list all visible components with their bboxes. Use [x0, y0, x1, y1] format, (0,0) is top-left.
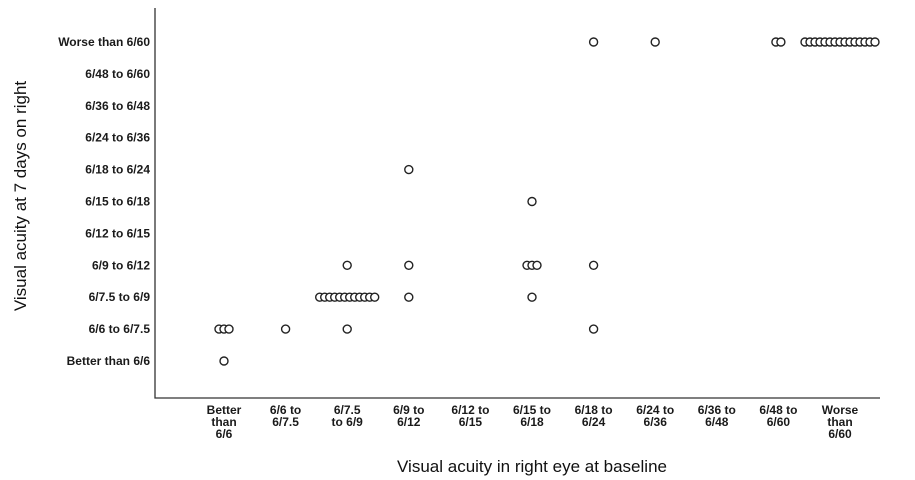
x-tick-label: 6/7.5 to 6/9: [332, 403, 364, 429]
data-point: [219, 356, 229, 366]
data-point: [404, 292, 414, 302]
data-point: [588, 37, 599, 47]
x-tick-labels: Better than 6/6 6/6 to 6/7.5 6/7.5 to 6/9 6/9 t…: [207, 403, 859, 441]
data-point: [532, 260, 542, 270]
y-tick-label: 6/24 to 6/36: [85, 131, 150, 145]
y-tick-label: 6/12 to 6/15: [85, 226, 150, 240]
data-points: [214, 37, 880, 366]
y-tick-label: 6/18 to 6/24: [85, 163, 150, 177]
data-point: [404, 164, 414, 175]
axis-lines: [154, 8, 880, 399]
data-point: [404, 260, 414, 270]
data-point: [588, 260, 599, 270]
data-point: [224, 324, 234, 334]
x-tick-label: 6/15 to 6/18: [513, 403, 551, 429]
y-tick-label: 6/15 to 6/18: [85, 195, 150, 209]
y-tick-label: Better than 6/6: [67, 354, 151, 368]
y-axis-title: Visual acuity at 7 days on right: [11, 81, 30, 312]
x-tick-label: 6/48 to 6/60: [759, 403, 797, 429]
data-point: [280, 324, 291, 334]
y-tick-label: Worse than 6/60: [58, 35, 150, 49]
y-tick-label: 6/7.5 to 6/9: [89, 290, 151, 304]
y-tick-label: 6/48 to 6/60: [85, 67, 150, 81]
y-tick-label: 6/6 to 6/7.5: [89, 322, 151, 336]
data-point: [342, 260, 352, 270]
y-tick-label: 6/36 to 6/48: [85, 99, 150, 113]
y-tick-label: 6/9 to 6/12: [92, 258, 150, 272]
data-point: [370, 292, 380, 302]
x-tick-label: Better than 6/6: [207, 403, 242, 441]
x-tick-label: 6/6 to 6/7.5: [270, 403, 301, 429]
data-point: [776, 37, 786, 47]
y-tick-labels: Better than 6/6 6/6 to 6/7.5 6/7.5 to 6/9 6…: [58, 35, 150, 368]
x-tick-label: 6/12 to 6/15: [451, 403, 489, 429]
x-tick-label: 6/18 to 6/24: [575, 403, 613, 429]
data-point: [650, 37, 660, 47]
data-point: [870, 37, 880, 47]
data-point: [342, 324, 352, 334]
x-tick-label: 6/24 to 6/36: [636, 403, 674, 429]
x-axis-title: Visual acuity in right eye at baseline: [397, 457, 667, 476]
x-tick-label: 6/9 to 6/12: [393, 403, 424, 429]
x-tick-label: 6/36 to 6/48: [698, 403, 736, 429]
data-point: [527, 292, 537, 302]
data-point: [527, 196, 537, 207]
x-tick-label: Worse than 6/60: [822, 403, 859, 441]
data-point: [588, 324, 599, 334]
